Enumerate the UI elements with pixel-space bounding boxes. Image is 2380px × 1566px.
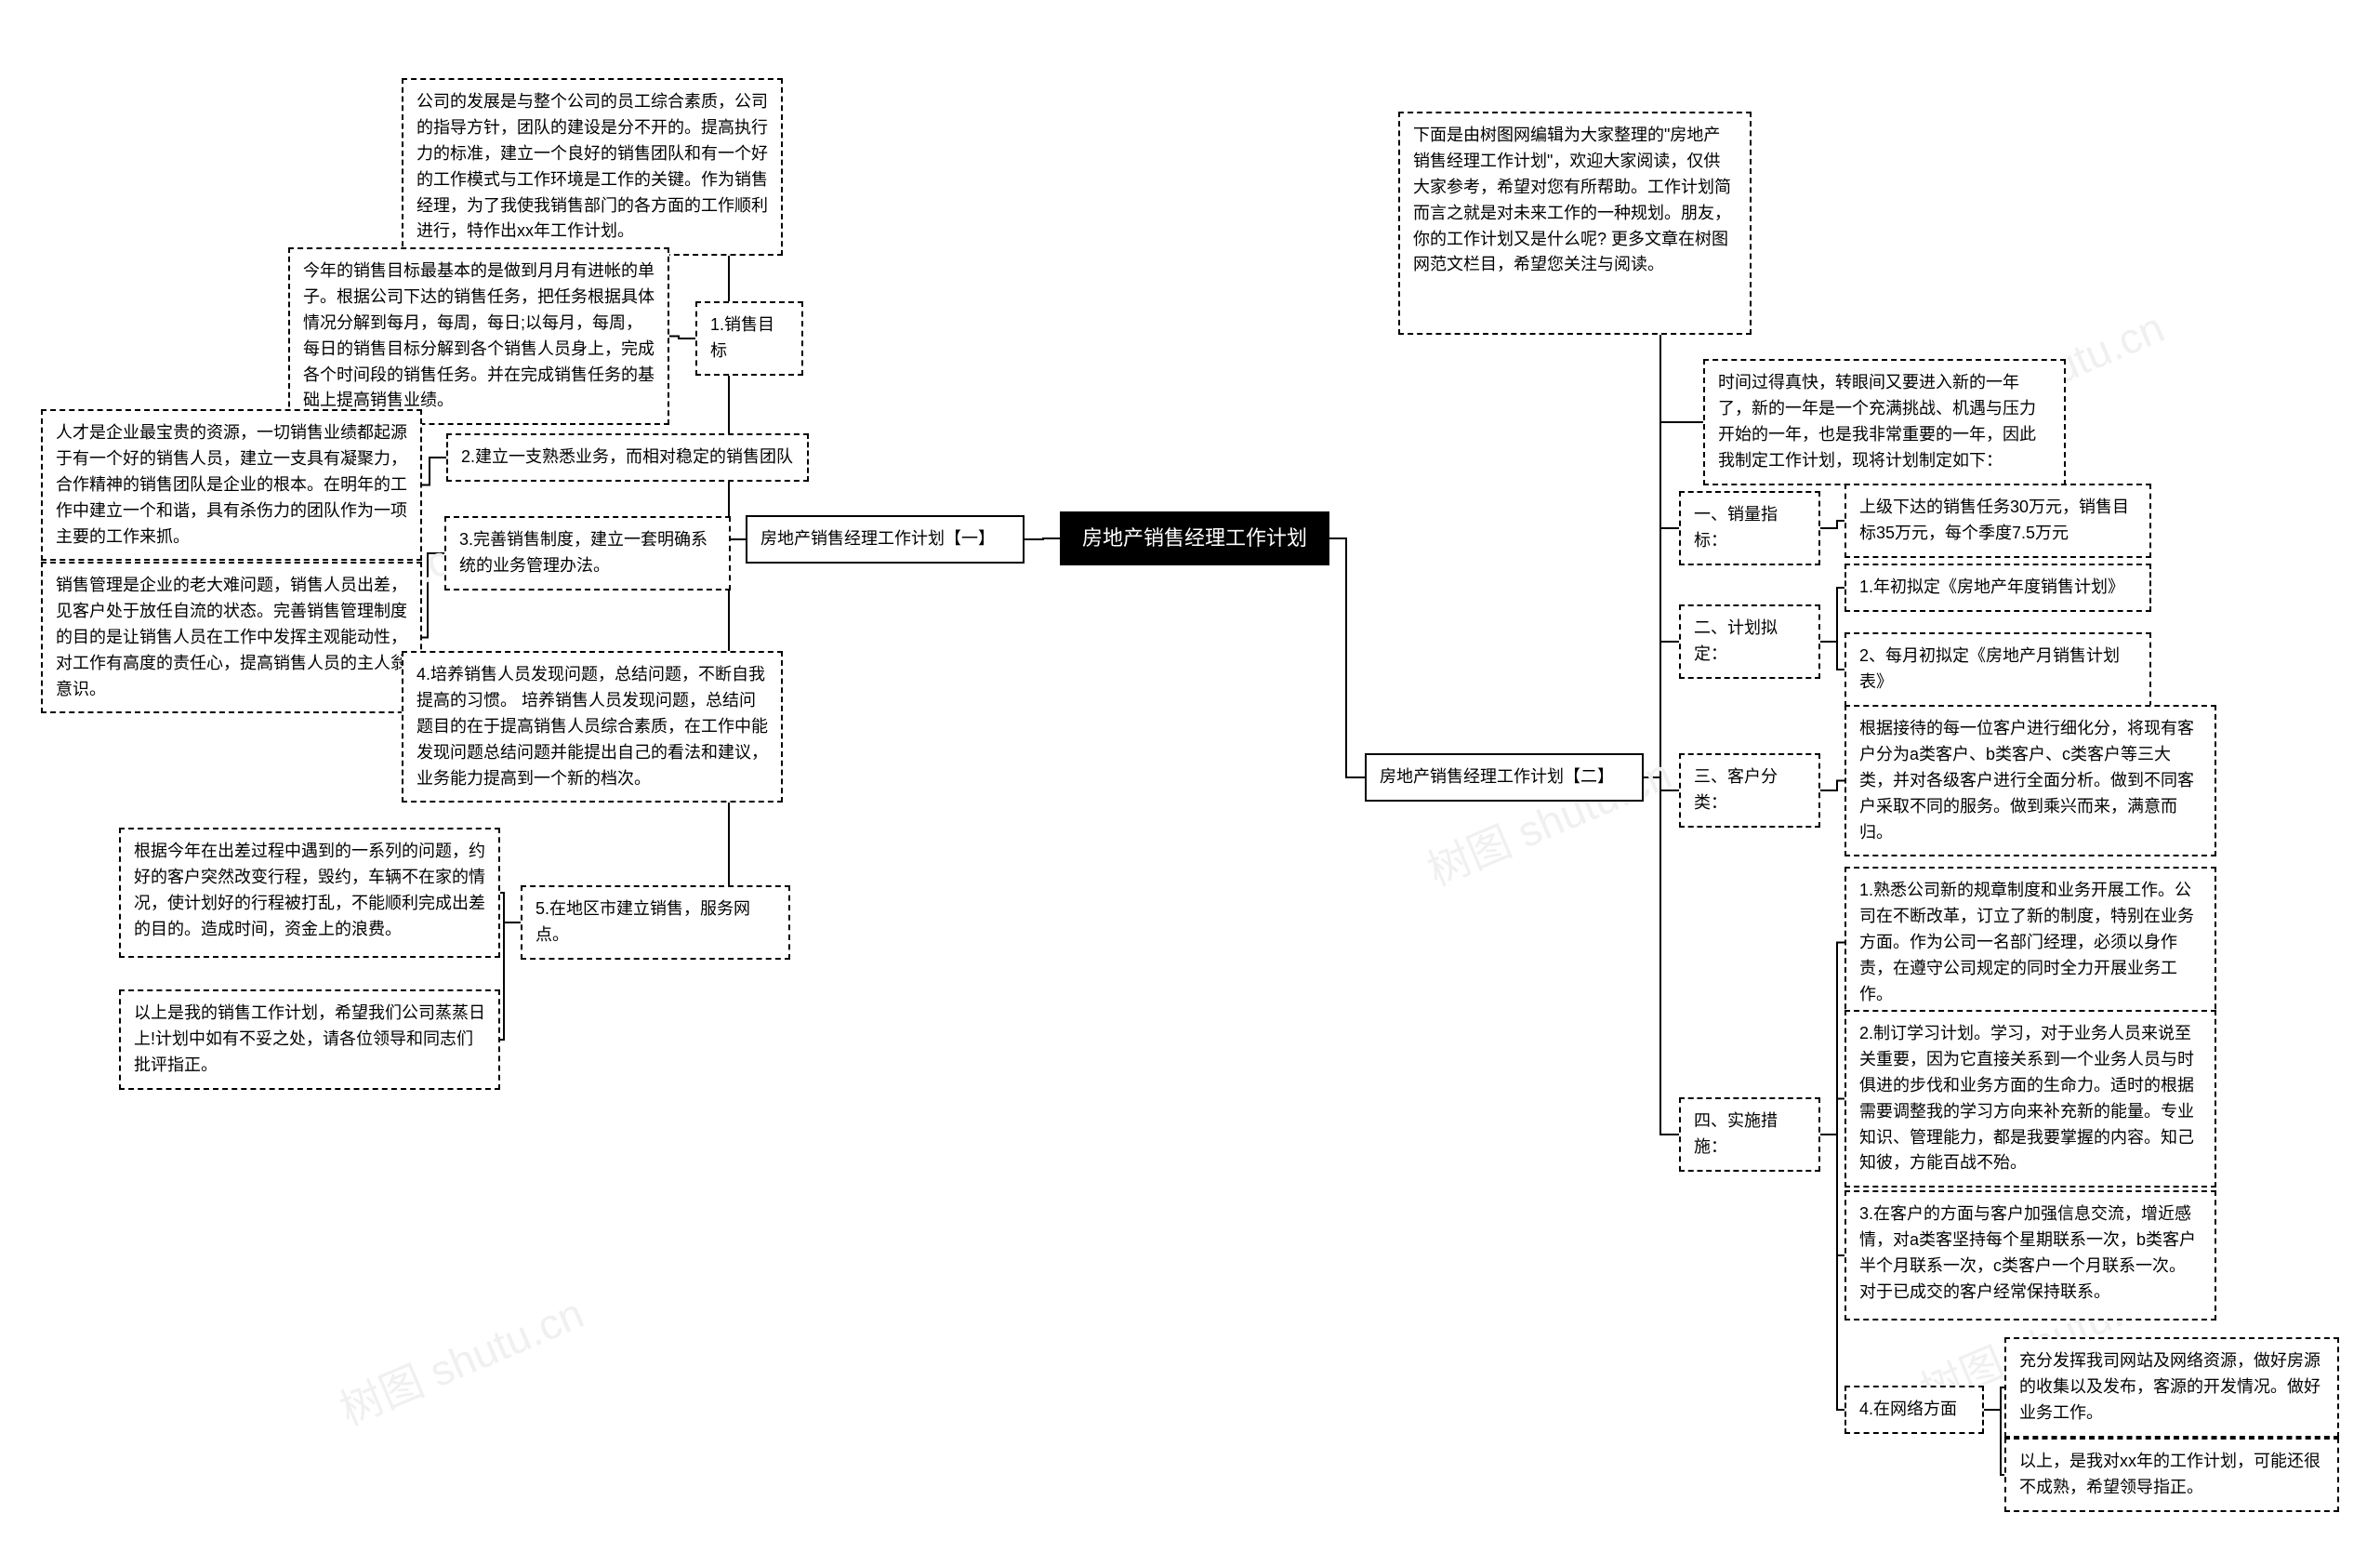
- node-p1_3_d: 销售管理是企业的老大难问题，销售人员出差，见客户处于放任自流的状态。完善销售管理…: [41, 562, 422, 713]
- node-p2_s1: 一、销量指标：: [1679, 491, 1820, 565]
- node-root: 房地产销售经理工作计划: [1060, 511, 1329, 565]
- connector: [1820, 642, 1844, 670]
- node-p1_3: 3.完善销售制度，建立一套明确系统的业务管理办法。: [444, 516, 731, 591]
- connector: [1820, 1135, 1844, 1410]
- node-p2_s4_d3: 3.在客户的方面与客户加强信息交流，增近感情，对a类客坚持每个星期联系一次，b类…: [1844, 1190, 2216, 1320]
- node-p1_2: 2.建立一支熟悉业务，而相对稳定的销售团队: [446, 433, 809, 482]
- node-p1_1_d: 今年的销售目标最基本的是做到月月有进帐的单子。根据公司下达的销售任务，把任务根据…: [288, 247, 669, 425]
- connector: [1820, 521, 1844, 528]
- node-plan1: 房地产销售经理工作计划【一】: [746, 515, 1025, 564]
- connector: [1820, 1135, 1844, 1255]
- watermark: 树图 shutu.cn: [329, 1280, 591, 1438]
- connector: [1644, 777, 1679, 1135]
- node-p1_4: 4.培养销售人员发现问题，总结问题，不断自我提高的习惯。 培养销售人员发现问题，…: [402, 651, 783, 803]
- node-p2_pre: 时间过得真快，转眼间又要进入新的一年了，新的一年是一个充满挑战、机遇与压力开始的…: [1703, 359, 2066, 485]
- node-p2_s1_d: 上级下达的销售任务30万元，销售目标35万元，每个季度7.5万元: [1844, 484, 2151, 558]
- connector: [1644, 642, 1679, 777]
- node-p2_s4_h1: 充分发挥我司网站及网络资源，做好房源的收集以及发布，客源的开发情况。做好业务工作…: [2004, 1337, 2339, 1438]
- node-p1_1: 1.销售目标: [695, 301, 803, 376]
- node-p2_s4: 四、实施措施：: [1679, 1097, 1820, 1172]
- connector: [1820, 781, 1844, 791]
- connector: [1644, 777, 1679, 790]
- node-p1_2_d: 人才是企业最宝贵的资源，一切销售业绩都起源于有一个好的销售人员，建立一支具有凝聚…: [41, 409, 422, 561]
- connector: [1025, 538, 1060, 539]
- connector: [422, 553, 444, 638]
- node-p2_s4_h2: 以上，是我对xx年的工作计划，可能还很不成熟，希望领导指正。: [2004, 1438, 2339, 1512]
- node-p2_s2_d1: 1.年初拟定《房地产年度销售计划》: [1844, 564, 2151, 612]
- connector: [1984, 1410, 2004, 1475]
- node-p2_s4_h: 4.在网络方面: [1844, 1386, 1984, 1434]
- node-p1_intro: 公司的发展是与整个公司的员工综合素质，公司的指导方针，团队的建设是分不开的。提高…: [402, 78, 783, 256]
- connector: [1644, 528, 1679, 777]
- connector: [1644, 422, 1703, 777]
- connector: [1329, 538, 1365, 777]
- node-p1_5: 5.在地区市建立销售，服务网点。: [521, 885, 790, 960]
- connector: [1820, 588, 1844, 642]
- connector: [729, 539, 746, 553]
- node-p2_s2_d2: 2、每月初拟定《房地产月销售计划表》: [1844, 632, 2151, 707]
- connector: [1984, 1387, 2004, 1410]
- connector: [1820, 943, 1844, 1135]
- node-p2_s3: 三、客户分类：: [1679, 753, 1820, 828]
- node-p2_s2: 二、计划拟定：: [1679, 604, 1820, 679]
- node-plan2: 房地产销售经理工作计划【二】: [1365, 753, 1644, 802]
- node-p1_5_d1: 根据今年在出差过程中遇到的一系列的问题，约好的客户突然改变行程，毁约，车辆不在家…: [119, 828, 500, 958]
- node-p2_intro: 下面是由树图网编辑为大家整理的"房地产销售经理工作计划"，欢迎大家阅读，仅供大家…: [1398, 112, 1752, 335]
- node-p1_5_d2: 以上是我的销售工作计划，希望我们公司蒸蒸日上!计划中如有不妥之处，请各位领导和同…: [119, 989, 500, 1090]
- node-p2_s4_d2: 2.制订学习计划。学习，对于业务人员来说至关重要，因为它直接关系到一个业务人员与…: [1844, 1010, 2216, 1188]
- mindmap-stage: 树图 shutu.cn树图 shutu.cn树图 shutu.cn树图 shut…: [0, 0, 2380, 1566]
- connector: [422, 458, 446, 485]
- connector: [1820, 1099, 1844, 1135]
- connector: [500, 893, 521, 922]
- node-p2_s4_d1: 1.熟悉公司新的规章制度和业务开展工作。公司在不断改革，订立了新的制度，特别在业…: [1844, 867, 2216, 1018]
- node-p2_s3_d: 根据接待的每一位客户进行细化分，将现有客户分为a类客户、b类客户、c类客户等三大…: [1844, 705, 2216, 856]
- connector: [500, 922, 521, 1040]
- connector: [669, 337, 695, 339]
